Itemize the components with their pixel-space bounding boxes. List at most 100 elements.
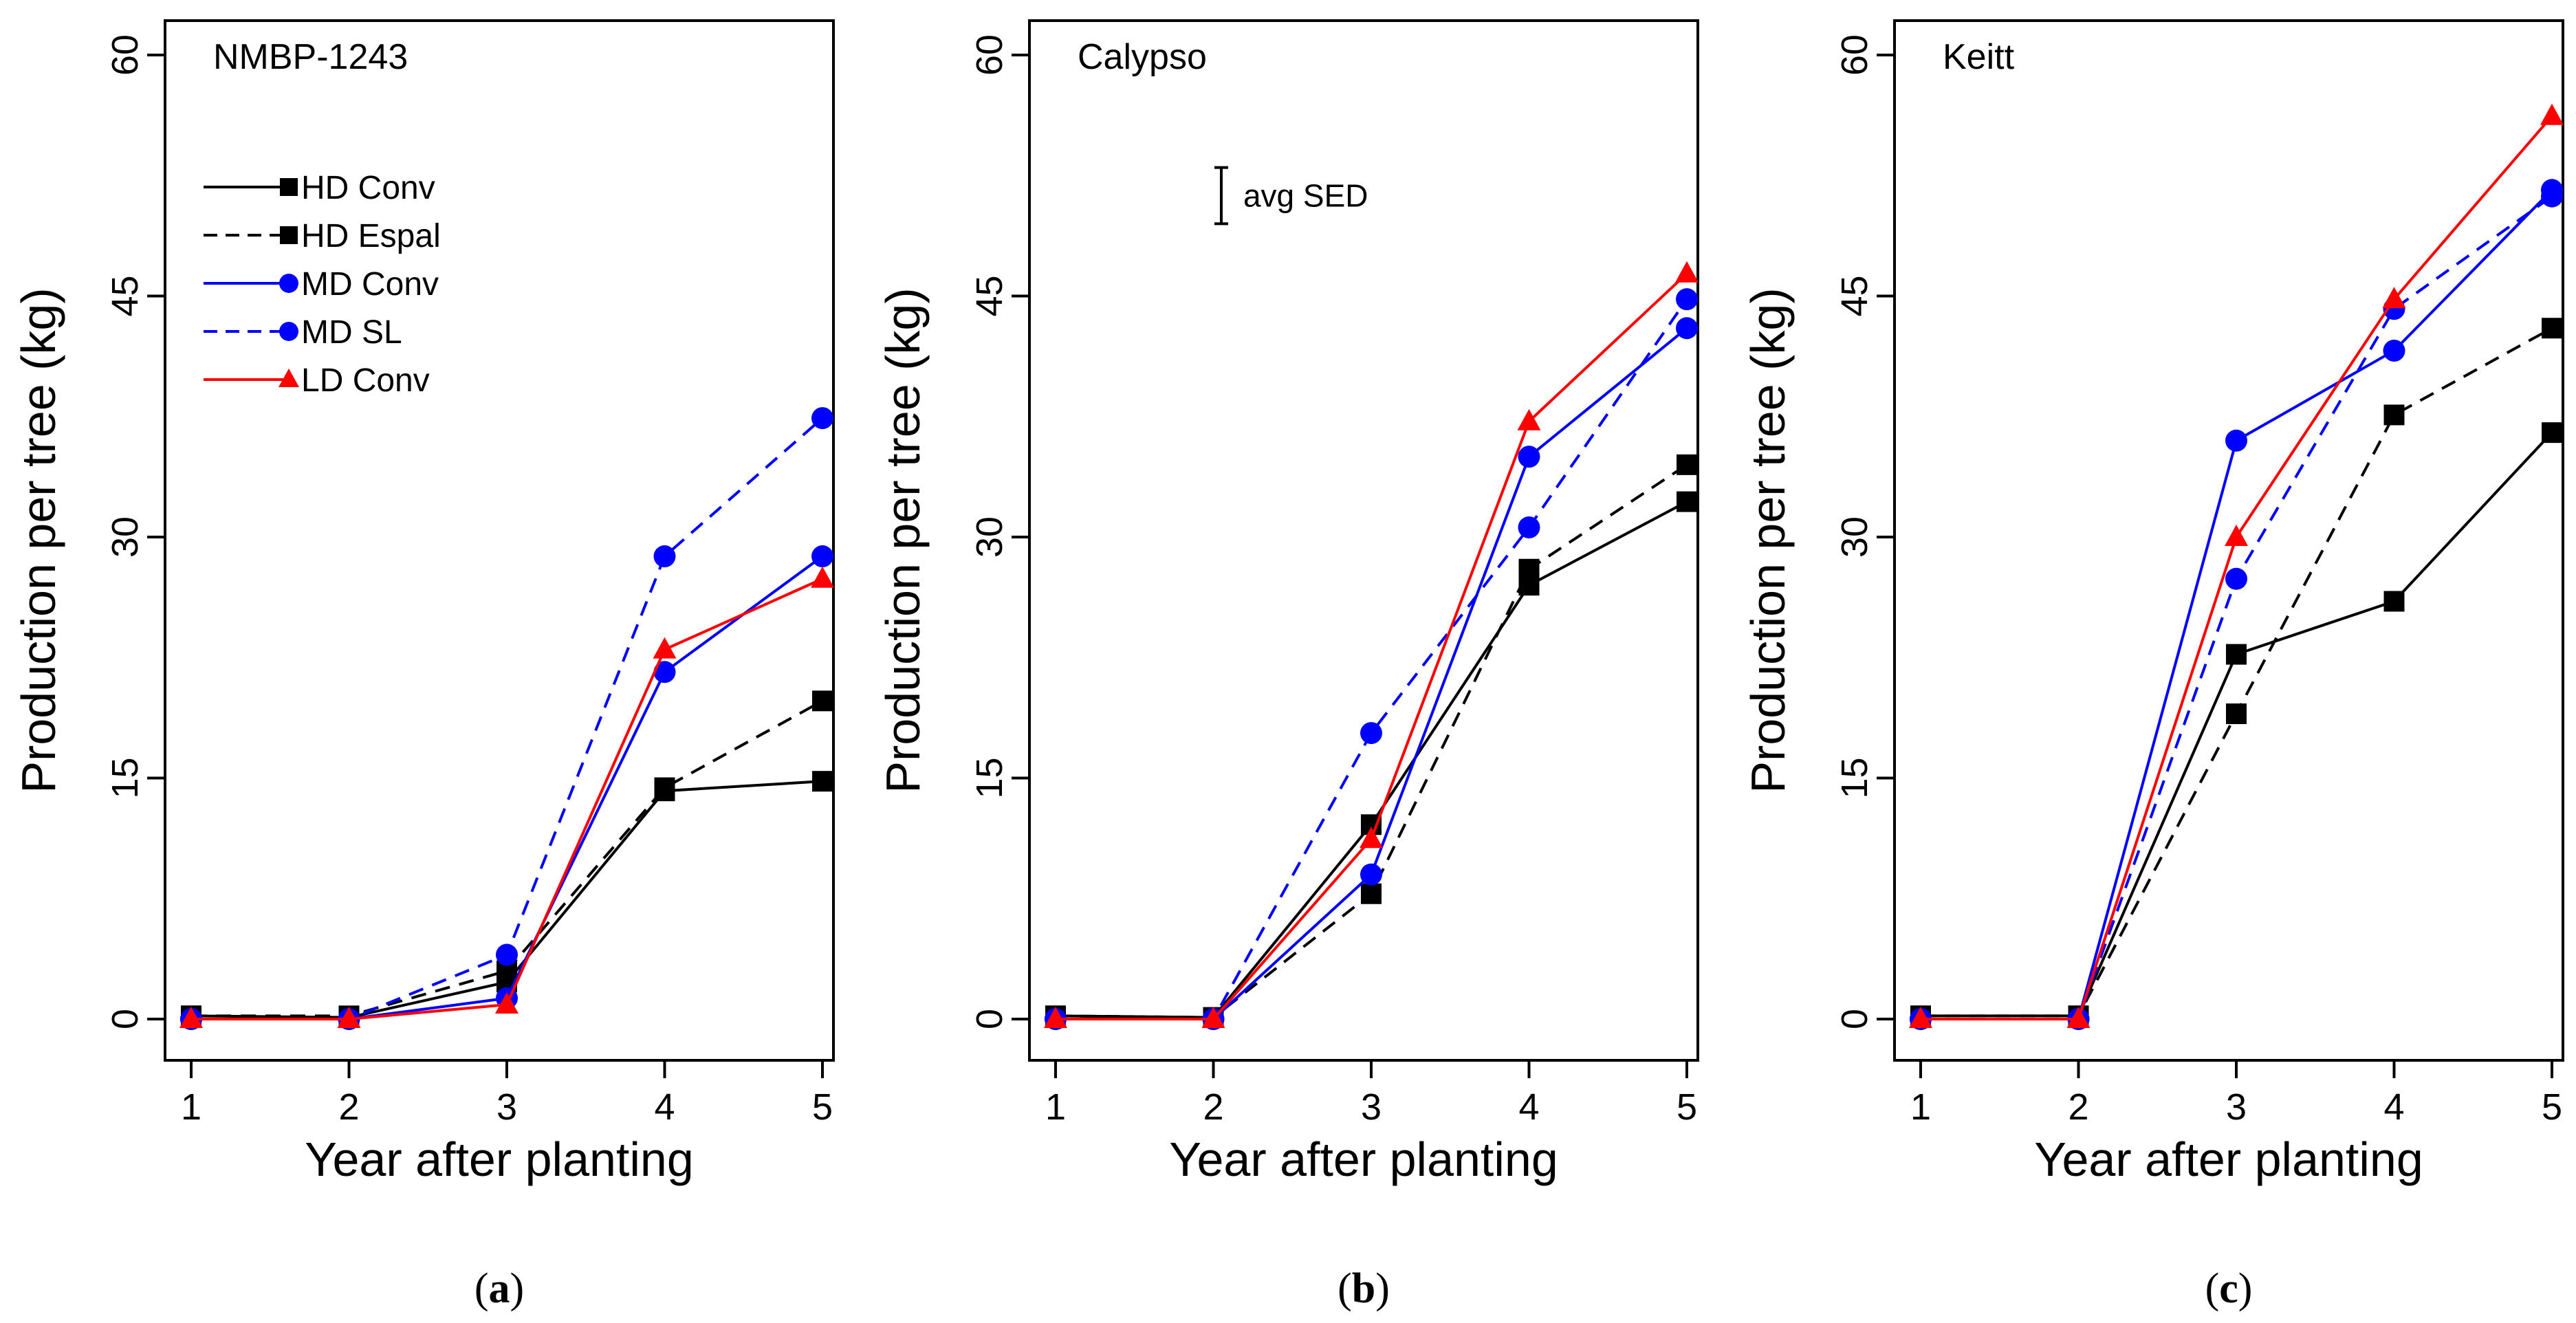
- data-point-circle: [1676, 288, 1698, 311]
- panel-caption: (a): [474, 1265, 524, 1312]
- data-point-square: [2226, 644, 2247, 665]
- series-hd-conv: [1910, 422, 2562, 1027]
- data-point-triangle: [811, 566, 834, 588]
- data-point-triangle: [2066, 1007, 2091, 1028]
- legend-label: MD SL: [301, 314, 402, 351]
- x-tick-label: 4: [1518, 1086, 1539, 1128]
- data-point-triangle: [1675, 261, 1699, 283]
- legend-marker-square: [280, 226, 298, 244]
- x-axis-title: Year after planting: [1169, 1133, 1558, 1186]
- plot-frame: [164, 19, 835, 1062]
- y-tick-label: 60: [1834, 34, 1875, 76]
- series-hd-espal: [1910, 318, 2562, 1027]
- x-axis-title: Year after planting: [2034, 1133, 2423, 1186]
- legend-marker-circle: [279, 322, 298, 341]
- y-tick-label: 15: [1834, 757, 1875, 798]
- x-tick-label: 2: [1203, 1086, 1223, 1128]
- data-point-circle: [811, 407, 833, 430]
- x-tick-label: 5: [1677, 1086, 1697, 1128]
- x-tick-label: 2: [2068, 1086, 2088, 1128]
- x-axis-title: Year after planting: [305, 1133, 694, 1186]
- y-tick-label: 45: [969, 275, 1010, 316]
- series-line: [1921, 115, 2553, 1020]
- legend-marker-circle: [279, 274, 298, 293]
- legend-marker-square: [280, 178, 298, 196]
- data-point-triangle: [653, 637, 677, 659]
- y-tick-label: 15: [105, 757, 146, 798]
- legend-item: HD Conv: [204, 170, 435, 206]
- data-point-triangle: [179, 1007, 203, 1028]
- series-md-conv: [1910, 179, 2563, 1030]
- data-point-square: [812, 771, 833, 792]
- y-tick-label: 15: [969, 757, 1010, 798]
- series-md-sl: [1910, 185, 2563, 1030]
- data-point-triangle: [337, 1007, 361, 1028]
- y-axis-title: Production per tree (kg): [12, 287, 65, 793]
- x-tick-label: 4: [2383, 1086, 2404, 1128]
- data-point-circle: [653, 661, 676, 684]
- data-point-triangle: [1517, 408, 1541, 430]
- data-point-circle: [811, 545, 833, 568]
- series-ld-conv: [179, 566, 834, 1028]
- y-tick-label: 60: [969, 34, 1010, 76]
- data-point-triangle: [1360, 827, 1383, 849]
- y-axis-title: Production per tree (kg): [1741, 287, 1795, 793]
- legend-label: HD Conv: [301, 170, 435, 206]
- series-line: [1921, 195, 2553, 1020]
- legend-marker-triangle: [279, 369, 299, 387]
- panel-caption: (b): [1338, 1265, 1390, 1312]
- y-tick-label: 30: [969, 516, 1010, 558]
- y-axis-title: Production per tree (kg): [876, 287, 930, 793]
- series-line: [1056, 272, 1688, 1020]
- legend-item: LD Conv: [204, 362, 430, 399]
- legend-item: MD SL: [204, 314, 402, 351]
- y-tick-label: 0: [1834, 1009, 1875, 1029]
- series-hd-espal: [181, 690, 833, 1027]
- legend-label: HD Espal: [301, 218, 441, 254]
- data-point-square: [812, 690, 833, 712]
- data-point-square: [2383, 404, 2405, 426]
- plot-frame: [1893, 19, 2564, 1062]
- series-hd-conv: [1045, 491, 1697, 1028]
- panel-title: Calypso: [1078, 37, 1207, 77]
- data-point-triangle: [1044, 1007, 1067, 1028]
- series-line: [1921, 431, 2553, 1018]
- data-point-circle: [1518, 516, 1540, 538]
- series-md-sl: [180, 407, 833, 1030]
- data-point-square: [2383, 591, 2405, 612]
- data-point-square: [1677, 454, 1697, 475]
- series-line: [1055, 500, 1688, 1019]
- data-point-triangle: [1201, 1007, 1225, 1028]
- data-point-triangle: [495, 992, 519, 1014]
- data-point-triangle: [2540, 103, 2564, 125]
- x-tick-label: 1: [181, 1086, 201, 1128]
- series-line: [1056, 298, 1688, 1020]
- x-tick-label: 2: [338, 1086, 359, 1128]
- data-point-square: [1677, 491, 1697, 512]
- data-point-square: [654, 777, 675, 798]
- y-tick-label: 45: [1834, 275, 1875, 316]
- data-point-square: [2542, 318, 2562, 339]
- data-point-square: [2542, 422, 2562, 444]
- data-point-square: [1361, 883, 1382, 904]
- series-line: [1921, 188, 2553, 1020]
- data-point-circle: [1360, 722, 1382, 745]
- plot-frame: [1028, 19, 1699, 1062]
- legend-item: MD Conv: [204, 266, 439, 303]
- y-tick-label: 60: [105, 34, 146, 76]
- legend: HD Conv HD Espal MD Conv MD SL LD Conv: [204, 170, 441, 399]
- y-tick-label: 0: [105, 1009, 146, 1029]
- panel-title: NMBP-1243: [213, 37, 408, 77]
- x-tick-label: 5: [812, 1086, 833, 1128]
- legend-label: LD Conv: [301, 362, 430, 399]
- data-point-triangle: [2382, 287, 2406, 309]
- series-ld-conv: [1044, 261, 1699, 1028]
- legend-label: MD Conv: [301, 266, 439, 303]
- data-point-square: [1518, 558, 1540, 580]
- data-point-circle: [2225, 567, 2247, 590]
- x-tick-label: 1: [1910, 1086, 1931, 1128]
